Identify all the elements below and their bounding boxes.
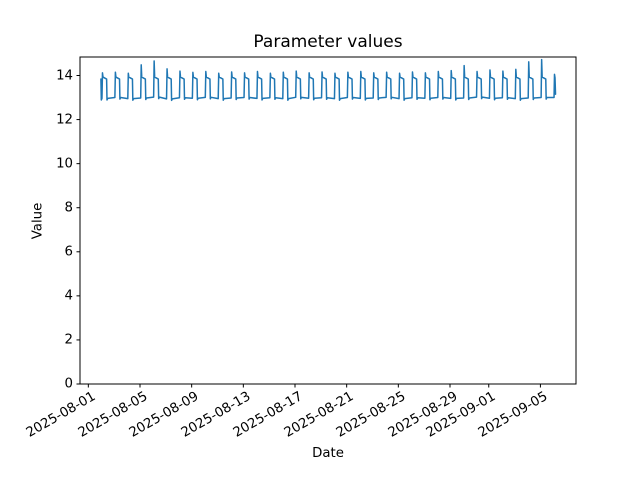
x-axis-label: Date — [312, 446, 344, 461]
y-tick-label: 4 — [64, 288, 73, 304]
y-tick-label: 8 — [64, 200, 73, 216]
y-tick-label: 14 — [56, 67, 73, 83]
y-tick-label: 10 — [56, 155, 73, 171]
chart-title: Parameter values — [253, 32, 403, 52]
y-tick-label: 0 — [64, 376, 73, 392]
y-tick-label: 12 — [56, 111, 73, 127]
y-tick-label: 6 — [64, 244, 73, 260]
y-tick-label: 2 — [64, 332, 73, 348]
axes-spines — [79, 56, 577, 385]
y-axis-label: Value — [30, 202, 46, 240]
data-line — [100, 58, 557, 102]
